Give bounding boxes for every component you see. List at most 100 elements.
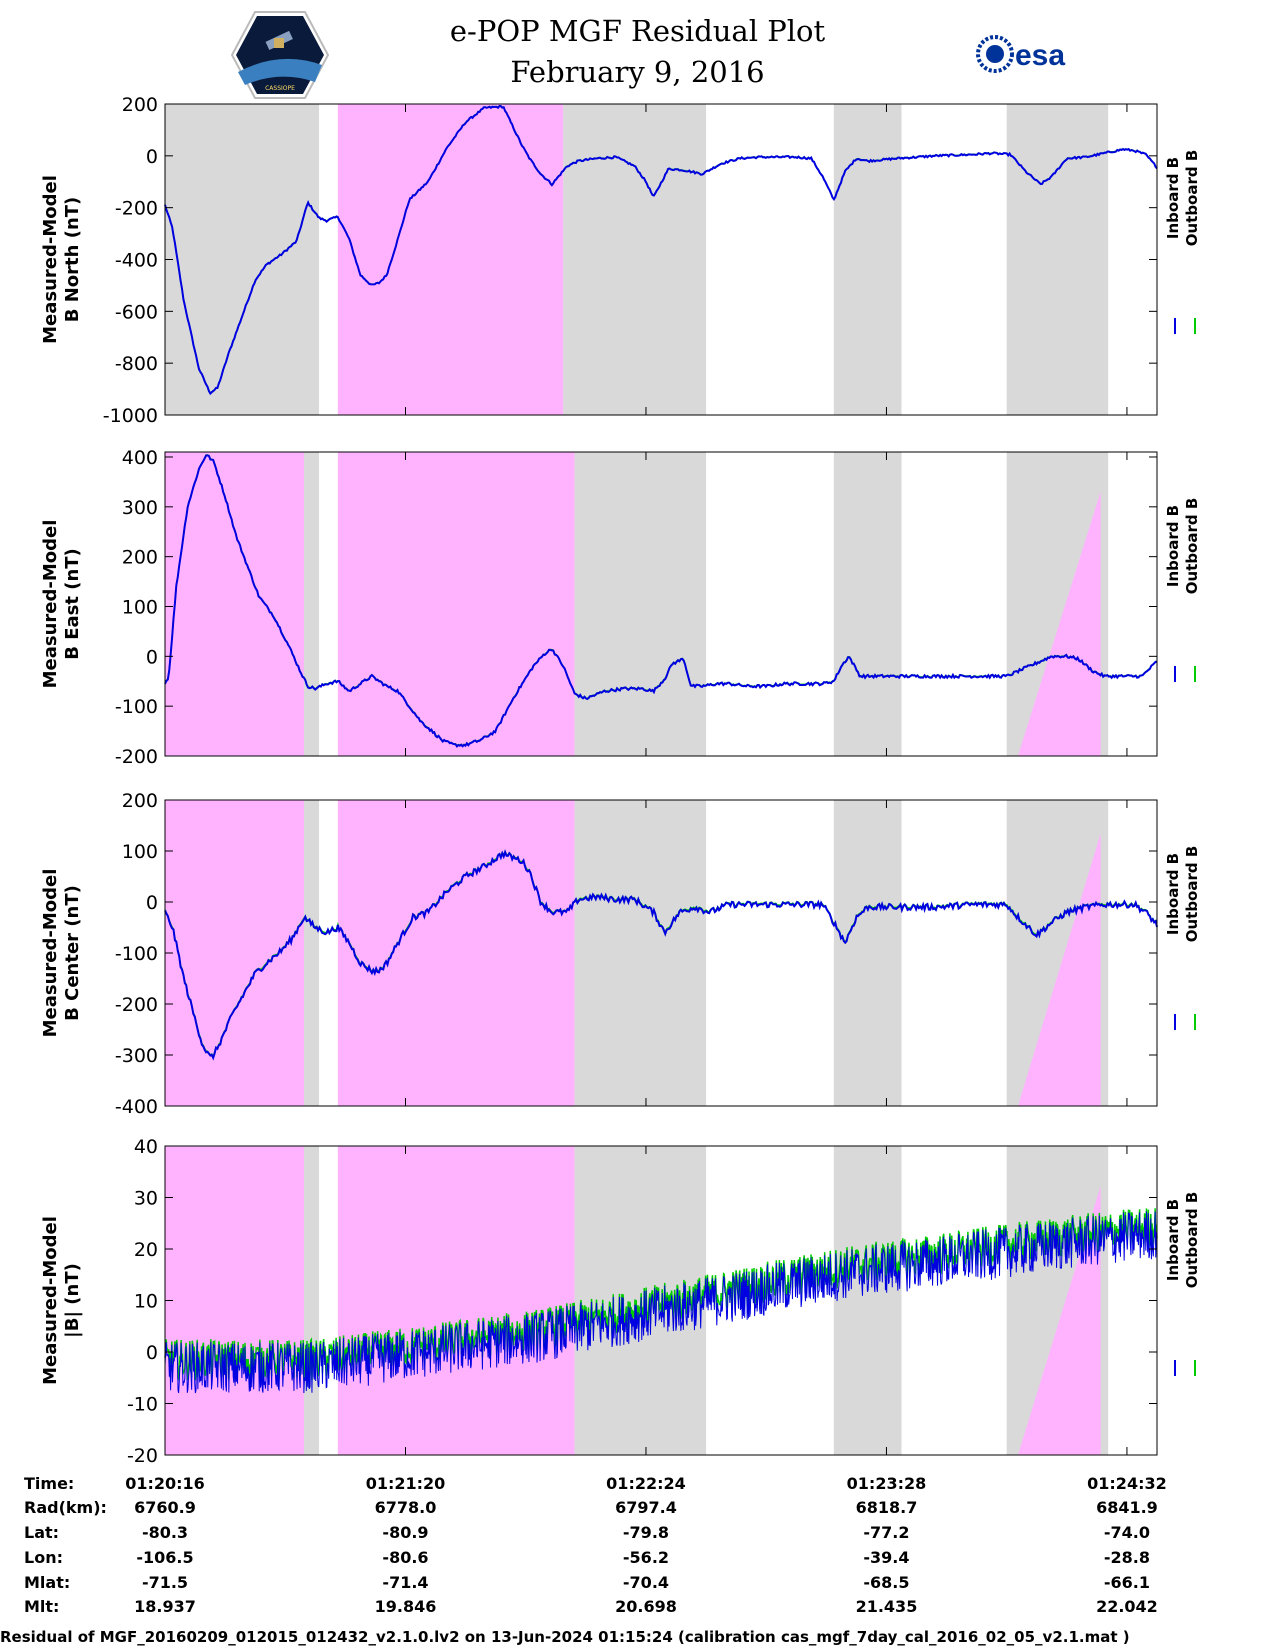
y-axis-label-line2: B North (nT) [62, 197, 83, 323]
chart-panel-bmag: 40 30 20 10 0 -10 -20 Measured-Model|B| (nT) Inb… [40, 1136, 1201, 1467]
ephemeris-value: 22.042 [1096, 1597, 1158, 1616]
ramp-triangle [1017, 491, 1101, 756]
page-subtitle-date: February 9, 2016 [510, 55, 765, 89]
y-tick-label: 10 [134, 1291, 158, 1313]
ephemeris-row-label: Lon: [24, 1548, 63, 1567]
ephemeris-value: 18.937 [134, 1597, 196, 1616]
shaded-band-gray [304, 800, 320, 1106]
shaded-band-gray [833, 104, 902, 415]
ephemeris-value: -79.8 [622, 1523, 670, 1542]
y-tick-label: 0 [146, 146, 158, 168]
shaded-band-gray [574, 800, 707, 1106]
legend-entry-outboard: Outboard B [1183, 1192, 1201, 1289]
ephemeris-value: 6797.4 [615, 1498, 677, 1517]
y-tick-label: 0 [146, 646, 158, 668]
shaded-band-pink [337, 104, 564, 415]
y-tick-label: -200 [115, 746, 158, 768]
cassiope-logo: CASSIOPE [230, 11, 330, 99]
ephemeris-row-label: Lat: [24, 1523, 60, 1542]
chart-panel-bcenter: 200 100 0 -100 -200 -300 -400 Measured-ModelB C… [40, 790, 1201, 1118]
shaded-band-gray [833, 452, 902, 756]
ephemeris-value: 01:22:24 [606, 1474, 686, 1493]
y-axis-label: Measured-Model|B| (nT) [40, 1216, 83, 1385]
y-tick-label: 40 [134, 1136, 158, 1158]
chart-panel-beast: 400 300 200 100 0 -100 -200 Measured-ModelB Eas… [40, 447, 1201, 768]
ephemeris-value: -80.6 [382, 1548, 429, 1567]
shaded-band-pink [165, 1146, 305, 1455]
y-tick-label: 0 [146, 1342, 158, 1364]
y-tick-label: 200 [122, 547, 158, 569]
legend-entry-inboard: Inboard B [1164, 505, 1182, 587]
page-title: e-POP MGF Residual Plot [449, 14, 826, 48]
chart-panel-bnorth: 200 0 -200 -400 -600 -800 -1000 Measured-ModelB… [40, 94, 1201, 427]
y-tick-label: 100 [122, 596, 158, 618]
y-tick-label: 300 [122, 497, 158, 519]
ephemeris-value: -66.1 [1103, 1573, 1150, 1592]
legend-entry-outboard: Outboard B [1183, 846, 1201, 943]
legend-entry-inboard: Inboard B [1164, 853, 1182, 935]
y-tick-label: -1000 [103, 405, 158, 427]
y-tick-label: 200 [122, 94, 158, 116]
ephemeris-value: 6818.7 [855, 1498, 918, 1517]
cassiope-logo-text: CASSIOPE [265, 85, 295, 92]
legend-entry-outboard: Outboard B [1183, 498, 1201, 595]
y-axis-label-line2: B Center (nT) [62, 885, 83, 1021]
ephemeris-value: -71.5 [141, 1573, 189, 1592]
series-line-inboard [164, 849, 1158, 1061]
y-tick-label: -100 [115, 696, 158, 718]
ephemeris-value: 20.698 [615, 1597, 677, 1616]
legend: Inboard BOutboard B [1164, 498, 1201, 595]
ephemeris-value: -28.8 [1103, 1548, 1150, 1567]
legend-entry-outboard: Outboard B [1183, 150, 1201, 247]
shaded-band-pink [337, 1146, 575, 1455]
y-tick-label: 20 [134, 1239, 158, 1261]
y-axis-label: Measured-ModelB East (nT) [40, 520, 83, 689]
y-tick-label: -100 [115, 943, 158, 965]
esa-logo-text: esa [1015, 39, 1065, 72]
y-tick-label: 0 [146, 892, 158, 914]
ephemeris-value: 01:21:20 [365, 1474, 446, 1493]
footer-caption: Residual of MGF_20160209_012015_012432_v… [0, 1628, 1130, 1646]
shaded-band-gray [304, 452, 320, 756]
ephemeris-value: 01:24:32 [1087, 1474, 1167, 1493]
ephemeris-value: -106.5 [136, 1548, 194, 1567]
ephemeris-value: -74.0 [1103, 1523, 1150, 1542]
y-axis-label-line2: B East (nT) [62, 548, 83, 660]
ephemeris-value: 6760.9 [134, 1498, 196, 1517]
y-axis-label: Measured-ModelB Center (nT) [40, 869, 83, 1038]
ephemeris-value: 01:23:28 [846, 1474, 927, 1493]
ephemeris-value: -56.2 [622, 1548, 670, 1567]
shaded-band-gray [165, 104, 320, 415]
ephemeris-value: -80.3 [141, 1523, 189, 1542]
legend-entry-inboard: Inboard B [1164, 157, 1182, 239]
ephemeris-row-label: Rad(km): [24, 1498, 107, 1517]
shaded-band-pink [165, 800, 305, 1106]
ephemeris-value: -80.9 [382, 1523, 429, 1542]
shaded-band-gray [1006, 104, 1109, 415]
shaded-band-gray [574, 452, 707, 756]
y-tick-label: -600 [115, 301, 158, 323]
y-tick-label: 30 [134, 1188, 158, 1210]
series-line-inboard [164, 454, 1158, 748]
ephemeris-value: 6841.9 [1096, 1498, 1158, 1517]
ephemeris-value: -70.4 [622, 1573, 670, 1592]
y-tick-label: 400 [122, 447, 158, 469]
series-line-inboard [164, 1211, 1158, 1394]
y-tick-label: -200 [115, 994, 158, 1016]
shaded-band-gray [563, 104, 707, 415]
ephemeris-value: 6778.0 [374, 1498, 437, 1517]
shaded-band-pink [165, 452, 305, 756]
y-axis-label-line1: Measured-Model [40, 869, 61, 1038]
legend: Inboard BOutboard B [1164, 846, 1201, 943]
ephemeris-row-label: Mlt: [24, 1597, 60, 1616]
y-axis-label: Measured-ModelB North (nT) [40, 175, 83, 344]
legend: Inboard BOutboard B [1164, 150, 1201, 247]
legend: Inboard BOutboard B [1164, 1192, 1201, 1289]
y-tick-label: -400 [115, 1096, 158, 1118]
ephemeris-row-label: Mlat: [24, 1573, 71, 1592]
series-line-inboard [164, 104, 1158, 396]
ephemeris-value: 21.435 [855, 1597, 918, 1616]
y-tick-label: -200 [115, 198, 158, 220]
y-tick-label: 100 [122, 841, 158, 863]
